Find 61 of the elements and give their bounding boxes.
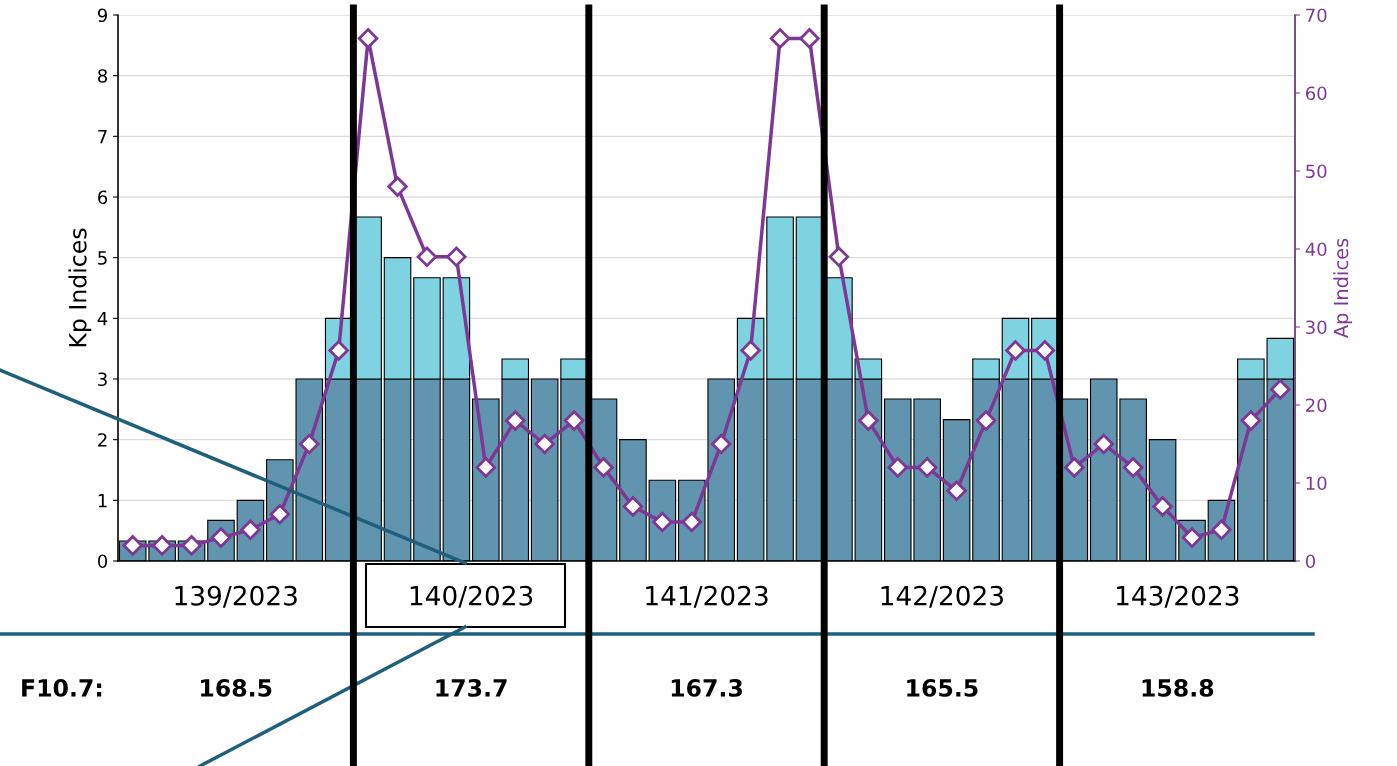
- y-tick-label: 7: [98, 130, 107, 144]
- point: [181, 535, 202, 556]
- point: [505, 410, 526, 431]
- y-axis-title: Kp Indices: [68, 228, 92, 347]
- point: [828, 246, 850, 268]
- point: [1240, 410, 1262, 431]
- point: [946, 480, 967, 502]
- point: [710, 433, 732, 455]
- point: [622, 496, 644, 517]
- point: [269, 503, 291, 525]
- point: [1064, 457, 1085, 478]
- y-tick-label: 4: [97, 312, 108, 326]
- text: 158.8: [1142, 678, 1214, 697]
- y2-tick-label: 40: [1305, 242, 1327, 257]
- point: [299, 433, 320, 455]
- y2-tick-label: 20: [1306, 398, 1327, 413]
- y2-tick-label: 10: [1306, 476, 1327, 491]
- point: [1152, 496, 1173, 517]
- point: [769, 28, 791, 49]
- y-tick-label: 9: [97, 8, 108, 23]
- text: 142/2023: [881, 585, 1003, 608]
- text: 173.7: [436, 678, 507, 697]
- point: [1093, 433, 1114, 455]
- point: [387, 176, 408, 197]
- y-tick-label: 2: [98, 433, 107, 447]
- y-tick-label: 6: [98, 190, 108, 205]
- point: [1270, 379, 1291, 400]
- y-tick-label: 5: [98, 251, 107, 265]
- y2-tick-label: 50: [1306, 164, 1327, 179]
- point: [151, 535, 173, 556]
- text: F10.7:: [22, 678, 102, 697]
- point: [357, 28, 379, 49]
- point: [475, 457, 497, 478]
- point: [887, 457, 908, 478]
- y-tick-label: 8: [98, 69, 108, 83]
- y2-tick-label: 70: [1306, 8, 1327, 23]
- point: [916, 457, 938, 478]
- text: 143/2023: [1116, 585, 1239, 608]
- text: 165.5: [907, 679, 978, 697]
- text: 141/2023: [646, 585, 768, 608]
- point: [446, 246, 467, 268]
- text: 140/2023: [410, 585, 533, 608]
- y-tick-label: 3: [98, 372, 107, 387]
- point: [593, 457, 614, 478]
- point: [416, 246, 438, 268]
- point: [975, 410, 997, 431]
- y-tick-label: 1: [98, 494, 107, 508]
- point: [122, 535, 143, 556]
- y2-tick-label: 60: [1305, 86, 1327, 101]
- point: [858, 410, 879, 431]
- point: [563, 410, 585, 431]
- y-tick-label: 0: [97, 554, 108, 569]
- text: 139/2023: [175, 585, 297, 608]
- text: 168.5: [201, 678, 272, 697]
- point: [534, 433, 555, 455]
- point: [799, 28, 820, 49]
- y2-axis-title: Ap Indices: [1333, 238, 1353, 339]
- text: 167.3: [671, 678, 742, 697]
- y2-tick-label: 30: [1306, 320, 1327, 335]
- y2-tick-label: 0: [1305, 554, 1316, 569]
- point: [1122, 457, 1144, 478]
